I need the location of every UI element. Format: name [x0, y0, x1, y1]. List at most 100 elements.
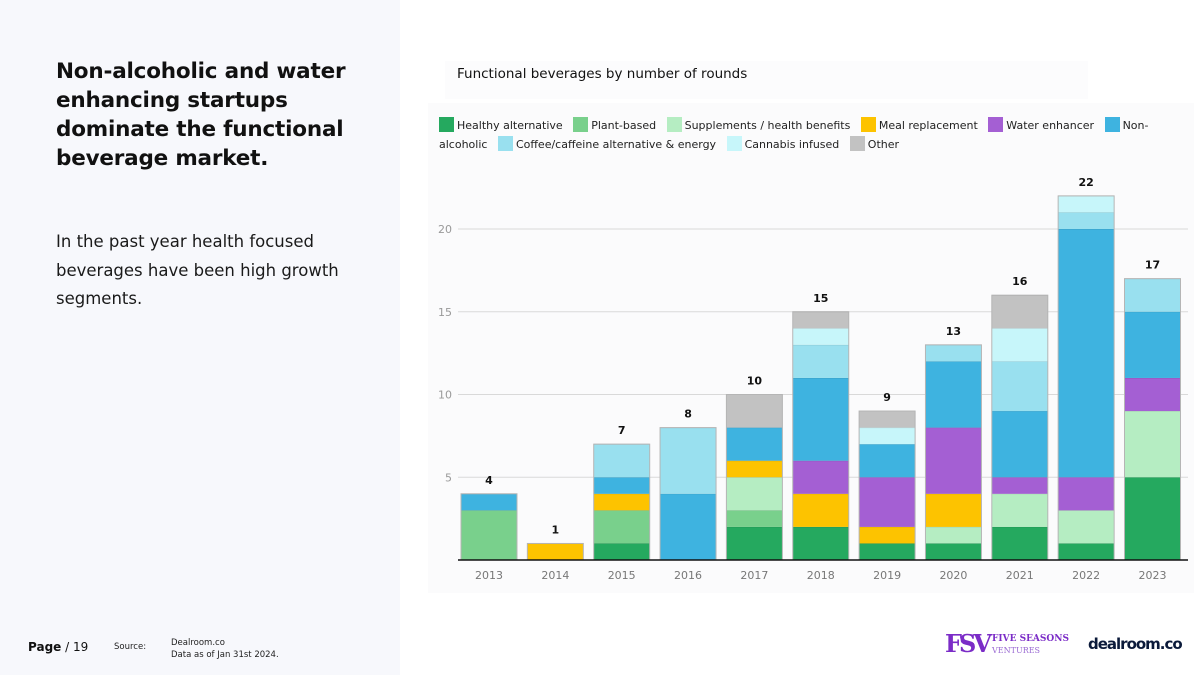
bar-total-label: 1 — [552, 523, 560, 536]
bar-segment[interactable] — [726, 510, 783, 527]
chart-legend: Healthy alternative Plant-based Suppleme… — [439, 116, 1159, 154]
bar-segment[interactable] — [792, 328, 849, 345]
legend-swatch-icon — [726, 136, 742, 151]
bar-group-2018 — [792, 311, 850, 561]
bar-segment[interactable] — [593, 444, 650, 478]
bar-segment[interactable] — [991, 361, 1048, 412]
bar-segment[interactable] — [991, 411, 1048, 478]
x-tick-label: 2016 — [674, 569, 702, 582]
bar-segment[interactable] — [925, 493, 982, 527]
x-tick-label: 2020 — [939, 569, 967, 582]
bar-group-2017 — [725, 394, 783, 561]
bar-total-label: 13 — [946, 325, 961, 338]
bar-segment[interactable] — [792, 493, 849, 527]
bar-segment[interactable] — [461, 493, 517, 511]
legend-item[interactable]: Meal replacement — [860, 117, 978, 132]
legend-item[interactable]: Supplements / health benefits — [666, 117, 851, 132]
source-label: Source: — [114, 642, 147, 652]
bar-segment[interactable] — [1124, 377, 1181, 412]
legend-swatch-icon — [860, 117, 876, 132]
bar-segment[interactable] — [792, 344, 849, 378]
bar-segment[interactable] — [991, 328, 1048, 362]
legend-label: Supplements / health benefits — [684, 119, 851, 132]
bar-segment[interactable] — [1124, 278, 1181, 312]
bar-segment[interactable] — [726, 427, 783, 461]
legend-swatch-icon — [849, 136, 865, 151]
legend-swatch-icon — [439, 117, 454, 132]
y-tick-label: 10 — [438, 389, 452, 402]
bar-segment[interactable] — [660, 427, 717, 494]
bar-segment[interactable] — [1124, 411, 1181, 478]
bar-segment[interactable] — [925, 427, 982, 494]
bar-segment[interactable] — [859, 444, 916, 478]
bar-segment[interactable] — [726, 477, 783, 511]
legend-item[interactable]: Coffee/caffeine alternative & energy — [497, 136, 716, 151]
bar-segment[interactable] — [991, 526, 1048, 560]
x-tick-label: 2015 — [608, 569, 636, 582]
bar-segment[interactable] — [792, 460, 849, 494]
legend-item[interactable]: Healthy alternative — [439, 117, 563, 132]
legend-swatch-icon — [497, 136, 513, 151]
legend-label: Other — [867, 138, 900, 151]
bar-segment[interactable] — [859, 526, 916, 544]
bar-group-2020 — [924, 344, 982, 561]
legend-item[interactable]: Cannabis infused — [726, 136, 839, 151]
bar-segment[interactable] — [792, 377, 849, 461]
bar-segment[interactable] — [593, 543, 650, 560]
legend-item[interactable]: Non-alcoholic — [439, 117, 1148, 151]
bar-group-2021 — [991, 294, 1049, 561]
bar-total-label: 15 — [813, 292, 828, 305]
bar-segment[interactable] — [1058, 510, 1115, 544]
bar-segment[interactable] — [1124, 477, 1181, 560]
bar-segment[interactable] — [925, 543, 982, 560]
page-indicator: Page / 19 — [28, 640, 88, 654]
legend-swatch-icon — [666, 117, 682, 132]
bar-segment[interactable] — [1058, 195, 1115, 213]
bar-segment[interactable] — [991, 295, 1048, 329]
bar-segment[interactable] — [859, 477, 916, 527]
bar-segment[interactable] — [859, 543, 916, 560]
bar-segment[interactable] — [925, 344, 982, 362]
bar-segment[interactable] — [991, 493, 1048, 527]
bar-segment[interactable] — [726, 394, 783, 428]
bar-segment[interactable] — [1058, 212, 1115, 229]
bar-segment[interactable] — [1124, 311, 1181, 378]
bar-segment[interactable] — [859, 427, 916, 445]
bar-segment[interactable] — [925, 361, 982, 428]
bar-segment[interactable] — [726, 460, 783, 478]
chart-title-box — [445, 61, 1088, 99]
x-tick-label: 2021 — [1006, 569, 1034, 582]
bar-group-2015 — [593, 443, 651, 561]
legend-swatch-icon — [988, 117, 1004, 132]
source-name: Dealroom.co — [171, 638, 225, 648]
bar-segment[interactable] — [925, 526, 982, 544]
bar-segment[interactable] — [991, 477, 1048, 494]
bar-segment[interactable] — [660, 493, 717, 560]
stacked-bar-chart: 5 10 15 20 4 2013 1 2014 7 2015 8 2016 10 2017 15 2018 9… — [438, 176, 1188, 582]
bar-segment[interactable] — [593, 510, 650, 544]
page-total: / 19 — [65, 640, 89, 654]
page-label: Page — [28, 640, 62, 654]
bar-segment[interactable] — [792, 311, 849, 329]
headline: Non-alcoholic and water enhancing startu… — [56, 59, 346, 171]
bar-segment[interactable] — [792, 526, 849, 560]
legend-label: Meal replacement — [878, 119, 978, 132]
bar-segment[interactable] — [461, 510, 517, 560]
bar-segment[interactable] — [859, 411, 916, 428]
bar-segment[interactable] — [593, 477, 650, 494]
bar-group-2016 — [659, 427, 717, 561]
bar-total-label: 17 — [1145, 259, 1160, 272]
chart-title: Functional beverages by number of rounds — [457, 66, 748, 82]
legend-item[interactable]: Other — [849, 136, 900, 151]
legend-item[interactable]: Plant-based — [573, 117, 656, 132]
bar-segment[interactable] — [1058, 229, 1115, 478]
bar-segment[interactable] — [1058, 477, 1115, 511]
legend-item[interactable]: Water enhancer — [988, 117, 1094, 132]
bar-group-2014 — [526, 542, 584, 561]
bar-segment[interactable] — [527, 543, 584, 560]
x-tick-label: 2017 — [740, 569, 768, 582]
bar-segment[interactable] — [726, 526, 783, 560]
bar-segment[interactable] — [593, 493, 650, 511]
bar-segment[interactable] — [1058, 543, 1115, 560]
bar-total-label: 22 — [1078, 176, 1093, 189]
